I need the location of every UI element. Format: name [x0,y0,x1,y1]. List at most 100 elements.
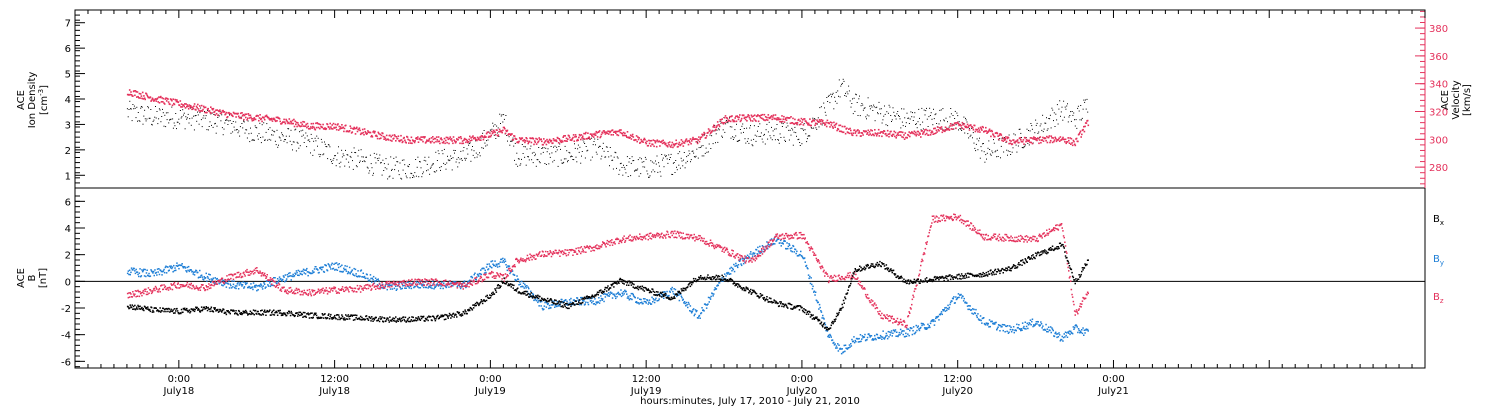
point-By [779,239,782,242]
point-black [427,169,429,171]
point-pink [650,139,653,142]
point-black [722,129,724,131]
point-Bz [380,284,383,286]
point-By [629,298,632,300]
point-pink [293,118,295,121]
point-By [927,326,930,329]
point-By [359,275,361,278]
point-pink [1033,136,1035,138]
point-By [230,287,233,289]
point-black [461,159,463,161]
point-By [907,328,910,330]
point-Bz [222,281,224,283]
point-black [785,141,786,142]
point-pink [620,129,622,131]
point-pink [399,139,402,142]
point-pink [338,125,341,128]
top-left-tick-label: 7 [65,19,71,30]
point-pink [735,120,738,123]
point-black [922,128,924,130]
point-By [141,269,143,271]
point-Bz [340,289,342,291]
point-black [673,162,675,163]
point-By [879,337,881,339]
point-Bz [260,272,262,274]
point-black [380,162,381,164]
point-black [217,117,219,118]
point-pink [576,139,578,142]
point-By [378,280,380,282]
point-pink [673,144,675,147]
point-black [955,124,957,126]
point-black [655,163,657,165]
point-black [1045,122,1047,124]
point-Bz [285,290,287,293]
point-By [338,263,340,265]
point-black [580,162,582,164]
point-black [658,162,660,164]
point-black [182,109,184,111]
point-By [219,282,222,284]
point-Bz [248,271,250,274]
point-black [207,109,209,111]
point-Bz [127,296,130,299]
point-Bz [200,286,202,288]
point-Bz [214,280,216,283]
point-black [288,135,290,137]
point-pink [820,123,822,125]
point-By [1016,323,1018,326]
point-black [919,124,921,126]
point-pink [448,137,451,140]
point-By [370,277,372,280]
point-black [979,157,981,159]
point-Bz [136,295,139,297]
point-black [479,155,481,157]
point-black [486,140,487,142]
point-black [603,150,605,152]
bottom-tick-label: 6 [65,197,71,208]
point-pink [144,98,146,101]
x-tick-time-label: 0:00 [168,374,190,385]
point-By [480,273,483,276]
point-pink [1066,141,1069,143]
point-pink [962,128,965,130]
point-pink [232,111,235,114]
point-black [750,139,752,141]
point-By [702,309,705,311]
point-pink [300,125,303,127]
point-By [827,334,830,337]
point-black [753,138,755,140]
point-Bz [302,294,304,296]
point-Bz [241,276,244,278]
point-Bz [343,290,346,293]
point-black [581,155,582,157]
point-black [935,113,937,115]
point-Bz [148,292,150,294]
point-By [750,251,752,253]
point-By [1081,329,1083,331]
point-By [974,312,977,315]
point-black [170,118,172,120]
point-black [985,154,987,156]
point-black [214,123,216,125]
point-black [671,173,673,175]
point-By [992,323,995,325]
point-black [426,170,427,172]
point-black [201,126,203,128]
point-pink [282,121,285,123]
point-By [450,284,453,287]
point-By [976,316,978,319]
point-pink [678,143,680,146]
point-Bz [317,290,319,293]
point-black [831,96,832,98]
point-black [306,146,308,148]
point-Bz [167,289,170,291]
point-By [353,267,355,270]
point-By [588,297,590,300]
point-black [320,154,322,156]
point-black [555,151,557,153]
point-black [299,145,301,147]
point-By [170,265,172,267]
point-black [618,173,620,175]
point-black [1079,119,1081,121]
